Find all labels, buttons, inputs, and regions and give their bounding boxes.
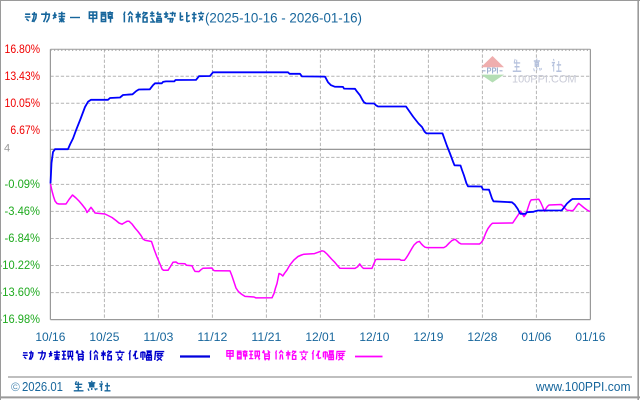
svg-text:10/16: 10/16 xyxy=(35,332,65,344)
svg-text:4: 4 xyxy=(4,143,10,155)
svg-text:100PPI.COM: 100PPI.COM xyxy=(512,74,577,86)
svg-text:16.80%: 16.80% xyxy=(5,42,41,56)
svg-text:12/10: 12/10 xyxy=(359,332,389,344)
svg-text:12/28: 12/28 xyxy=(467,332,497,344)
svg-text:(2025-10-16 - 2026-01-16): (2025-10-16 - 2026-01-16) xyxy=(205,9,362,25)
svg-text:-3.46%: -3.46% xyxy=(5,204,41,218)
svg-text:-6.84%: -6.84% xyxy=(5,231,41,245)
svg-text:PPI: PPI xyxy=(487,66,499,76)
svg-text:12/19: 12/19 xyxy=(413,332,443,344)
svg-text:10/25: 10/25 xyxy=(89,332,119,344)
svg-text:2026.01: 2026.01 xyxy=(22,379,63,394)
svg-text:01/16: 01/16 xyxy=(575,332,605,344)
svg-text:11/12: 11/12 xyxy=(197,332,227,344)
svg-text:-0.09%: -0.09% xyxy=(5,177,41,191)
svg-text:-16.98%: -16.98% xyxy=(0,312,40,326)
svg-text:-10.22%: -10.22% xyxy=(0,258,40,272)
svg-text:www.100PPI.com: www.100PPI.com xyxy=(535,379,631,394)
svg-text:01/06: 01/06 xyxy=(521,332,551,344)
svg-text:11/03: 11/03 xyxy=(143,332,173,344)
svg-text:12/01: 12/01 xyxy=(305,332,335,344)
svg-text:13.43%: 13.43% xyxy=(5,69,41,83)
svg-text:©: © xyxy=(11,380,20,394)
svg-text:6.67%: 6.67% xyxy=(10,123,40,137)
svg-text:11/21: 11/21 xyxy=(251,332,281,344)
svg-text:-13.60%: -13.60% xyxy=(0,285,40,299)
svg-text:10.05%: 10.05% xyxy=(5,96,41,110)
